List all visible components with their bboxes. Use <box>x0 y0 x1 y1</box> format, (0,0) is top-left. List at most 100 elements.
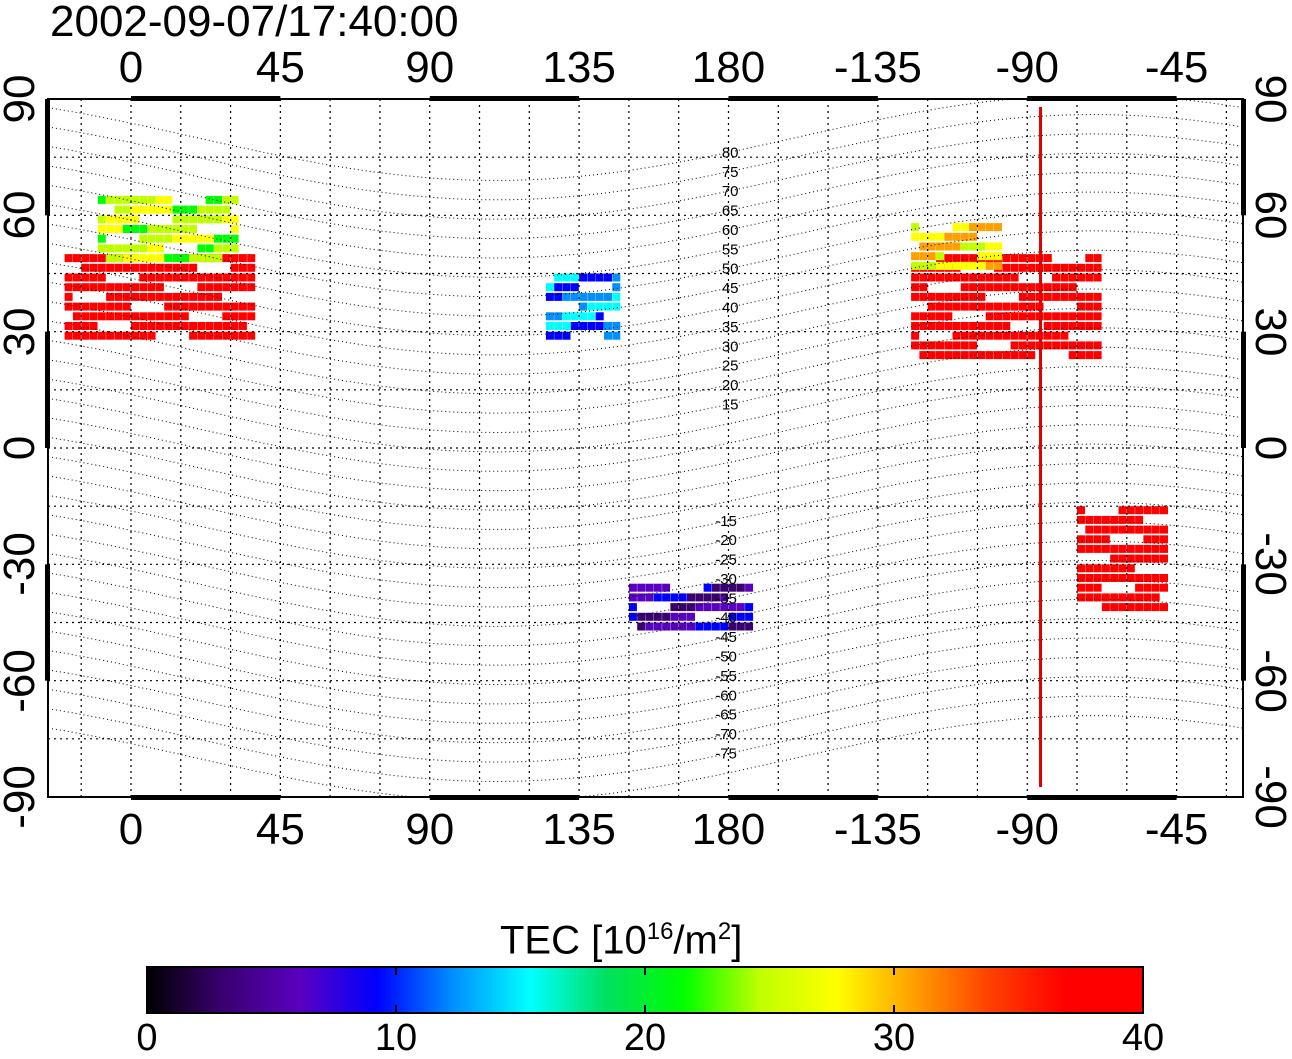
tec-sample <box>1060 283 1069 292</box>
tec-sample <box>911 252 920 261</box>
maglat-label: 45 <box>722 280 739 297</box>
tec-sample <box>653 612 662 621</box>
maglat-label: -40 <box>715 610 737 627</box>
tec-sample <box>579 292 588 301</box>
tec-sample <box>1068 283 1077 292</box>
tec-sample <box>139 205 148 214</box>
tec-sample <box>1027 302 1036 311</box>
tec-sample <box>222 283 231 292</box>
tec-sample <box>205 195 214 204</box>
tec-sample <box>1068 312 1077 321</box>
tec-sample <box>587 312 596 321</box>
tec-sample <box>952 322 961 330</box>
tec-sample <box>1043 254 1052 263</box>
tec-sample <box>1160 506 1168 515</box>
colorbar-tick-label: 20 <box>623 1017 667 1059</box>
tec-sample <box>936 341 944 350</box>
tec-sample <box>1143 535 1152 544</box>
tec-sample <box>936 252 944 261</box>
tec-sample <box>1160 525 1168 534</box>
tec-sample <box>1126 506 1135 515</box>
tec-sample <box>97 283 106 292</box>
tec-sample <box>1085 292 1094 301</box>
tec-sample <box>554 283 563 292</box>
maglat-label: -15 <box>715 513 737 530</box>
tec-sample <box>977 283 986 292</box>
tec-sample <box>238 283 247 292</box>
maglat-label: -50 <box>715 648 737 665</box>
tec-sample <box>1002 312 1011 321</box>
tec-sample <box>230 254 239 263</box>
lat-tick-label: 30 <box>0 307 44 357</box>
tec-sample <box>1093 322 1102 330</box>
tec-sample <box>205 205 214 214</box>
tec-sample <box>1085 574 1094 582</box>
tec-sample <box>172 312 181 321</box>
tec-sample <box>952 261 961 270</box>
tec-sample <box>230 273 239 282</box>
tec-sample <box>189 234 198 243</box>
tec-sample <box>554 312 563 321</box>
tec-sample <box>97 273 106 282</box>
tec-sample <box>72 302 81 311</box>
lon-tick-label: 180 <box>691 43 766 92</box>
tec-sample <box>545 283 554 292</box>
tec-sample <box>89 254 98 263</box>
tec-data-points <box>64 195 1168 631</box>
lon-tick-label: -135 <box>833 805 922 854</box>
tec-sample <box>114 302 123 311</box>
tec-sample <box>562 322 571 330</box>
tec-sample <box>238 263 247 272</box>
tec-sample <box>89 322 98 330</box>
tec-sample <box>554 292 563 301</box>
tec-sample <box>604 322 612 330</box>
tec-sample <box>164 302 173 311</box>
tec-sample <box>147 244 156 253</box>
tec-sample <box>1143 506 1152 515</box>
tec-sample <box>927 232 936 241</box>
lat-tick-label: 0 <box>1246 435 1292 461</box>
tec-sample <box>131 263 139 272</box>
tec-sample <box>1135 574 1144 582</box>
tec-sample <box>97 195 106 204</box>
tec-sample <box>139 244 148 253</box>
tec-sample <box>1093 544 1102 553</box>
tec-sample <box>612 292 621 301</box>
tec-sample <box>1002 254 1011 263</box>
tec-sample <box>222 244 231 253</box>
tec-sample <box>977 322 986 330</box>
tec-sample <box>960 341 969 350</box>
tec-sample <box>1027 254 1036 263</box>
tec-sample <box>1077 292 1085 301</box>
tec-sample <box>587 273 596 282</box>
tec-sample <box>703 603 712 612</box>
tec-sample <box>927 302 936 311</box>
tec-sample <box>952 302 961 311</box>
tec-sample <box>736 583 745 592</box>
maglat-label: 60 <box>722 222 739 239</box>
tec-sample <box>1052 312 1061 321</box>
tec-sample <box>645 612 654 621</box>
lon-tick-label: -135 <box>833 43 922 92</box>
tec-sample <box>985 283 994 292</box>
tec-sample <box>147 205 156 214</box>
tec-sample <box>545 331 554 340</box>
tec-sample <box>587 302 596 311</box>
tec-sample <box>562 292 571 301</box>
tec-sample <box>139 331 148 340</box>
lon-tick-label: -45 <box>1144 805 1209 854</box>
tec-sample <box>952 292 961 301</box>
tec-sample <box>1085 583 1094 592</box>
tec-sample <box>969 351 978 360</box>
tec-sample <box>214 215 222 224</box>
tec-sample <box>994 351 1002 360</box>
tec-sample <box>985 351 994 360</box>
tec-sample <box>172 263 181 272</box>
tec-sample <box>1093 341 1102 350</box>
lat-tick-label: -60 <box>1246 648 1292 713</box>
tec-sample <box>247 273 256 282</box>
lon-tick-label: 0 <box>118 43 144 92</box>
tec-sample <box>562 331 571 340</box>
tec-sample <box>720 583 729 592</box>
tec-sample <box>1135 515 1144 524</box>
